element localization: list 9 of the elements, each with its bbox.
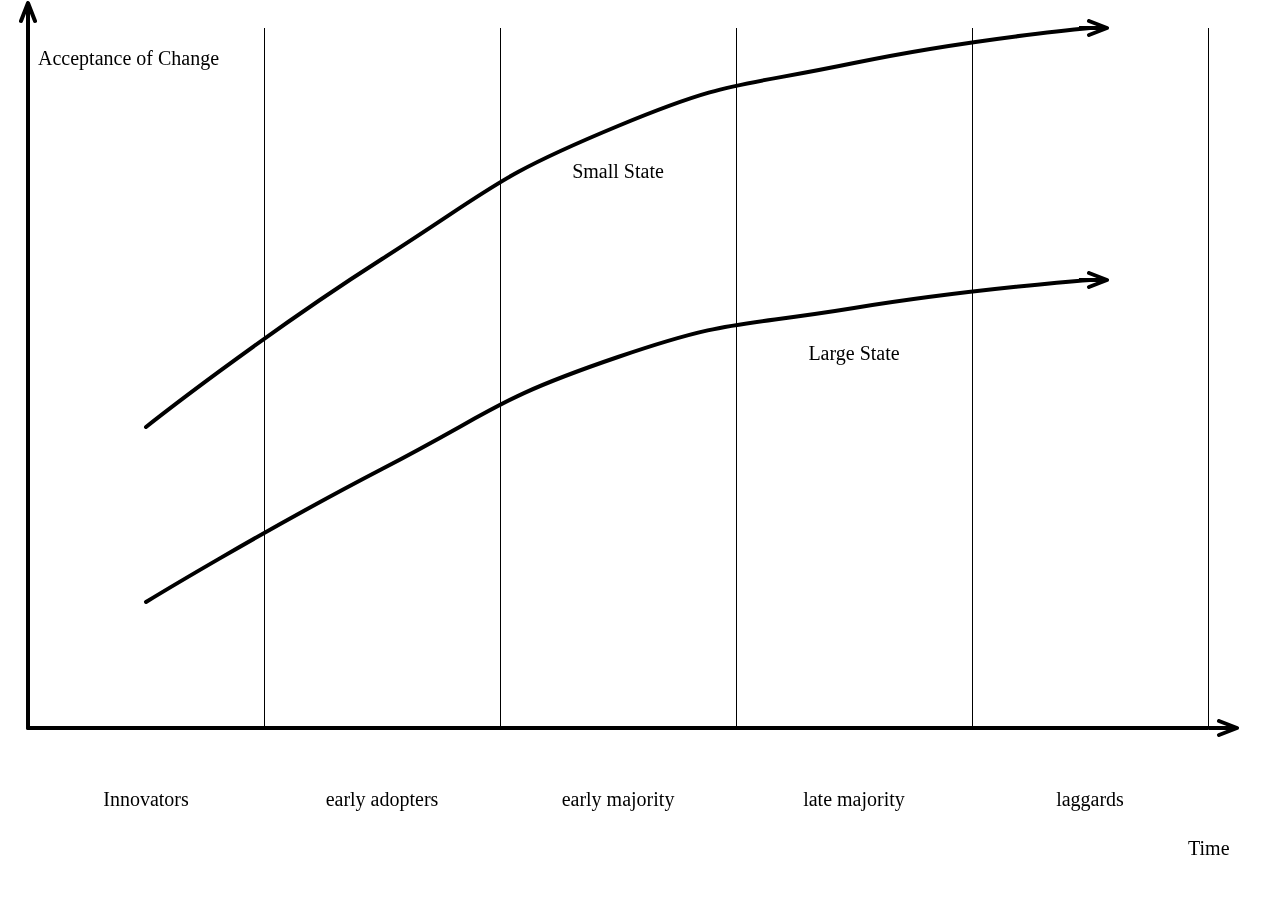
x-tick-label: laggards bbox=[1056, 788, 1125, 811]
series-label: Large State bbox=[808, 342, 900, 365]
x-axis-title: Time bbox=[1188, 837, 1230, 859]
x-tick-label: Innovators bbox=[103, 788, 189, 810]
x-tick-label: early majority bbox=[561, 788, 675, 811]
x-tick-label: late majority bbox=[803, 788, 905, 811]
x-tick-label: early adopters bbox=[325, 788, 439, 811]
series-label: Small State bbox=[572, 160, 664, 182]
y-axis-title: Acceptance of Change bbox=[38, 47, 220, 70]
